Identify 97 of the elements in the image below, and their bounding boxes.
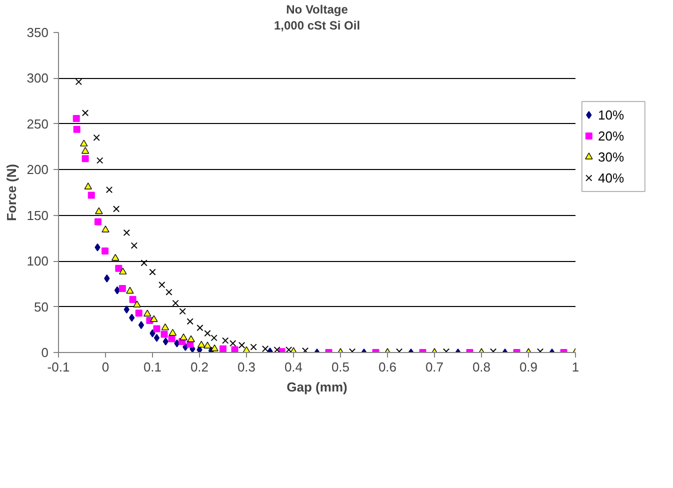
point (168, 335, 176, 342)
x-tick-label: 0.4 (284, 360, 303, 374)
point (112, 254, 120, 261)
point (285, 346, 292, 352)
point (106, 186, 113, 194)
point (94, 218, 102, 226)
y-tick-label: 150 (26, 208, 49, 223)
point (222, 337, 229, 344)
point (196, 324, 204, 332)
point (119, 268, 127, 274)
point (102, 226, 110, 232)
x-tick-label: 0.3 (237, 360, 256, 374)
point (168, 328, 177, 336)
point (179, 308, 186, 315)
point (73, 126, 80, 133)
point (75, 78, 82, 86)
point (104, 274, 110, 282)
y-tick-label: 250 (26, 116, 49, 132)
point (129, 296, 136, 303)
point (210, 334, 218, 342)
point (95, 207, 103, 214)
x-tick-label: 0.7 (425, 360, 444, 374)
point (230, 340, 236, 347)
point (166, 288, 172, 296)
x-tick-label: 0.2 (190, 360, 209, 374)
x-axis-title: Gap (mm) (286, 380, 348, 394)
point (123, 229, 130, 236)
point (96, 157, 104, 164)
point (135, 310, 142, 317)
point (114, 286, 120, 294)
y-tick-label: 300 (26, 70, 49, 86)
point (274, 346, 280, 352)
point (161, 323, 170, 330)
point (81, 146, 90, 154)
point (80, 140, 88, 146)
point (124, 306, 130, 314)
point (198, 340, 206, 348)
y-tick-label: 0 (41, 345, 49, 360)
point (220, 345, 226, 352)
x-tick-label: 0 (102, 360, 110, 374)
point (118, 285, 126, 292)
point (133, 300, 141, 308)
x-tick-label: -0.1 (47, 360, 70, 374)
point (204, 330, 211, 337)
point (250, 344, 257, 350)
point (262, 346, 269, 352)
point (150, 329, 156, 338)
point (231, 346, 238, 352)
point (204, 342, 212, 348)
point (84, 182, 92, 190)
point (112, 206, 120, 212)
x-tick-label: 0.6 (378, 360, 397, 374)
point (126, 286, 134, 294)
point (93, 134, 100, 141)
point (302, 347, 309, 352)
x-tick-label: 0.5 (331, 360, 350, 374)
point (143, 310, 152, 316)
point (187, 335, 195, 342)
point (158, 282, 166, 288)
point (72, 114, 80, 122)
point (149, 268, 156, 276)
point (162, 338, 168, 346)
chart-title: No Voltage (286, 2, 348, 16)
legend-label: 40% (598, 170, 624, 186)
x-tick-label: 0.1 (143, 360, 162, 374)
point (82, 110, 89, 116)
point (172, 300, 179, 306)
point (160, 330, 168, 338)
point (140, 260, 148, 266)
point (115, 264, 122, 272)
x-tick-label: 0.8 (472, 360, 491, 374)
chart-subtitle: 1,000 cSt Si Oil (274, 18, 360, 32)
point (138, 321, 144, 330)
legend-label: 20% (598, 128, 624, 144)
point (150, 315, 158, 322)
x-tick-label: 0.9 (519, 360, 538, 374)
point (210, 344, 218, 352)
legend-label: 30% (598, 150, 624, 164)
point (238, 342, 246, 349)
point (82, 155, 89, 162)
point (153, 325, 160, 332)
y-tick-label: 100 (26, 254, 49, 269)
legend-label: 10% (598, 108, 624, 122)
x-tick-label: 1 (572, 360, 580, 374)
y-tick-label: 200 (26, 162, 49, 178)
y-axis-title: Force (N) (4, 164, 19, 222)
point (154, 334, 160, 342)
point (94, 243, 100, 252)
point (180, 333, 188, 340)
point (130, 242, 138, 249)
point (102, 248, 109, 255)
y-tick-label: 50 (34, 299, 49, 314)
y-tick-label: 350 (26, 25, 49, 40)
point (174, 339, 180, 348)
point (186, 318, 194, 325)
point (128, 314, 135, 322)
point (88, 192, 95, 199)
